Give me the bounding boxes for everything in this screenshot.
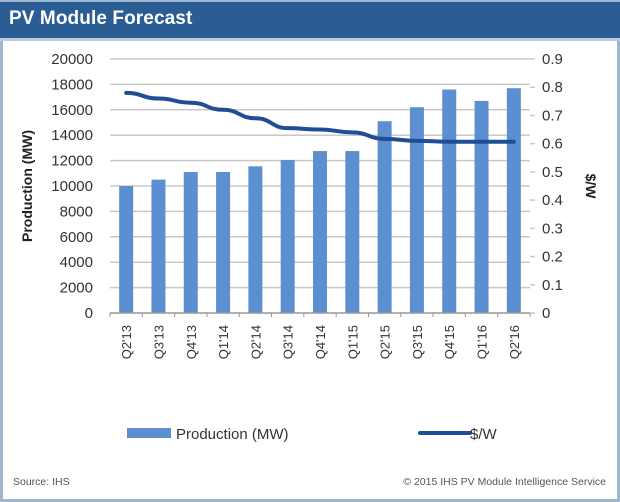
category-label: Q3'15 <box>410 325 425 359</box>
category-label: Q4'14 <box>313 325 328 359</box>
footer-source: Source: IHS <box>13 476 70 488</box>
left-tick-label: 16000 <box>51 102 93 119</box>
left-tick-label: 6000 <box>60 229 93 246</box>
chart-header: PV Module Forecast <box>0 0 620 38</box>
left-tick-label: 2000 <box>60 280 93 297</box>
chart-title: PV Module Forecast <box>9 8 193 29</box>
category-axis-labels: Q2'13 Q3'13 Q4'13 Q1'14 Q2'14 Q3'14 Q4'14 Q1'15… <box>119 325 522 359</box>
category-label: Q2'13 <box>119 325 134 359</box>
right-tick-label: 0.3 <box>542 220 563 237</box>
bar <box>248 166 263 313</box>
left-tick-label: 8000 <box>60 203 93 220</box>
right-tick-label: 0.6 <box>542 136 563 153</box>
left-axis-ticks: 0 2000 4000 6000 8000 10000 12000 14000 16000 180… <box>51 51 93 322</box>
category-label: Q3'14 <box>281 325 296 359</box>
left-tick-label: 14000 <box>51 127 93 144</box>
category-label: Q4'15 <box>442 325 457 359</box>
legend-bar-label: Production (MW) <box>176 426 289 443</box>
right-tick-label: 0.1 <box>542 277 563 294</box>
right-tick-label: 0.7 <box>542 107 563 124</box>
left-tick-label: 18000 <box>51 76 93 93</box>
bar <box>442 89 457 313</box>
bar-series <box>119 88 521 314</box>
bar <box>377 121 392 313</box>
legend-line-label: $/W <box>470 426 498 443</box>
right-tick-label: 0.2 <box>542 249 563 266</box>
line-series <box>124 90 516 144</box>
category-label: Q1'15 <box>345 325 360 359</box>
right-axis-title: $/W <box>583 174 599 200</box>
bar <box>409 107 424 313</box>
category-label: Q3'13 <box>151 325 166 359</box>
left-tick-label: 20000 <box>51 51 93 68</box>
footer-copyright: © 2015 IHS PV Module Intelligence Servic… <box>403 476 606 488</box>
left-axis-title: Production (MW) <box>19 130 35 242</box>
category-label: Q1'16 <box>475 325 490 359</box>
bar <box>183 172 198 313</box>
bar <box>506 88 521 314</box>
legend: Production (MW) $/W <box>127 426 498 443</box>
bar <box>280 159 295 313</box>
left-tick-label: 0 <box>85 305 93 322</box>
bar <box>474 100 489 313</box>
right-tick-label: 0 <box>542 305 550 322</box>
right-tick-label: 0.8 <box>542 79 563 96</box>
right-tick-label: 0.4 <box>542 192 563 209</box>
left-tick-label: 10000 <box>51 178 93 195</box>
category-label: Q4'13 <box>184 325 199 359</box>
axes <box>109 58 535 317</box>
category-label: Q2'14 <box>248 325 263 359</box>
bar <box>151 179 166 313</box>
bar <box>313 151 327 313</box>
category-label: Q2'16 <box>507 325 522 359</box>
bar <box>119 186 134 313</box>
header-divider <box>0 38 620 41</box>
left-tick-label: 4000 <box>60 254 93 271</box>
right-tick-label: 0.5 <box>542 164 563 181</box>
right-tick-label: 0.9 <box>542 51 563 68</box>
category-label: Q1'14 <box>216 325 231 359</box>
bar <box>345 151 360 313</box>
category-label: Q2'15 <box>378 325 393 359</box>
bar <box>216 172 231 313</box>
right-axis-ticks: 0 0.1 0.2 0.3 0.4 0.5 0.6 0.7 0.8 0.9 <box>542 51 563 322</box>
left-tick-label: 12000 <box>51 153 93 170</box>
legend-bar-swatch <box>127 428 171 438</box>
